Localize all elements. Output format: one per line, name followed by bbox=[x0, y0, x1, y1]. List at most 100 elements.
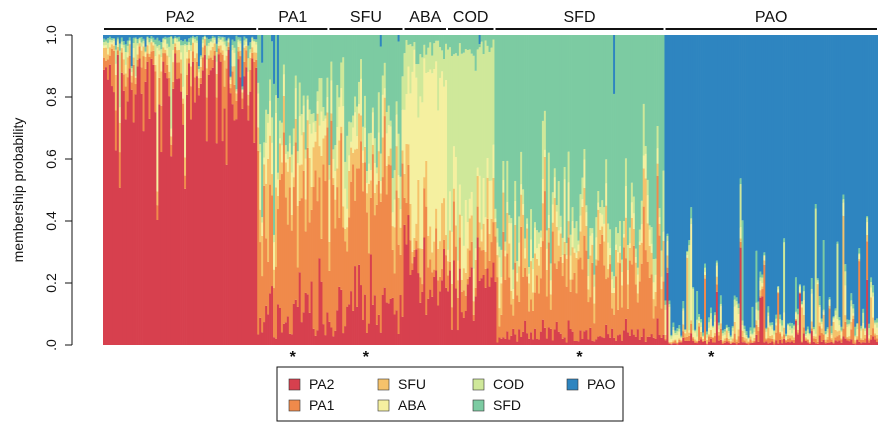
sample-bar-segment bbox=[642, 168, 646, 207]
sample-bar-segment bbox=[646, 223, 650, 262]
sample-bar-segment bbox=[494, 222, 497, 237]
sample-bar-segment bbox=[310, 209, 313, 282]
sample-bar-segment bbox=[539, 237, 543, 247]
sample-bar-segment bbox=[472, 301, 476, 315]
sample-bar-segment bbox=[350, 181, 353, 292]
sample-bar-segment bbox=[743, 340, 746, 343]
sample-bar-segment bbox=[595, 237, 598, 260]
sample-bar-segment bbox=[336, 126, 339, 169]
sample-bar-segment bbox=[413, 42, 416, 50]
sample-bar-segment bbox=[753, 327, 756, 329]
sample-bar-segment bbox=[379, 193, 383, 202]
sample-bar-segment bbox=[178, 50, 181, 63]
sample-bar-segment bbox=[777, 286, 780, 290]
sample-bar-segment bbox=[779, 323, 782, 333]
sample-bar-segment bbox=[498, 257, 501, 309]
sample-bar-segment bbox=[243, 35, 246, 37]
sample-bar-segment bbox=[393, 227, 396, 274]
y-axis: .00.20.40.60.81.0 bbox=[43, 25, 73, 351]
sample-bar-segment bbox=[763, 264, 766, 343]
sample-bar-segment bbox=[852, 304, 855, 309]
sample-bar-segment bbox=[792, 325, 796, 330]
sample-bar-segment bbox=[824, 334, 827, 340]
sample-bar-segment bbox=[413, 249, 416, 257]
sample-bar-segment bbox=[371, 304, 375, 345]
sample-bar-segment bbox=[292, 177, 296, 188]
sample-bar-segment bbox=[846, 326, 849, 337]
sample-bar-segment bbox=[733, 333, 737, 343]
sample-bar-segment bbox=[184, 44, 187, 46]
sample-bar-segment bbox=[221, 54, 224, 142]
sample-bar-segment bbox=[526, 228, 529, 277]
sample-bar-segment bbox=[652, 299, 655, 319]
sample-bar-segment bbox=[247, 120, 250, 345]
sample-bar-segment bbox=[581, 199, 584, 207]
sample-bar-segment bbox=[717, 322, 721, 326]
sample-bar-segment bbox=[700, 337, 703, 340]
sample-bar-segment bbox=[676, 35, 679, 329]
sample-bar-segment bbox=[508, 223, 511, 244]
sample-bar-segment bbox=[864, 327, 867, 329]
sample-bar-segment bbox=[395, 35, 398, 102]
sample-bar-segment bbox=[644, 250, 648, 342]
sample-bar-segment bbox=[810, 328, 814, 332]
sample-bar-segment bbox=[336, 85, 339, 127]
sample-bar-segment bbox=[613, 35, 616, 94]
sample-bar-segment bbox=[306, 95, 309, 100]
sample-bar-segment bbox=[239, 40, 242, 44]
sample-bar-segment bbox=[379, 153, 383, 182]
sample-bar-segment bbox=[654, 258, 657, 275]
sample-bar-segment bbox=[152, 50, 155, 65]
sample-bar-segment bbox=[636, 293, 640, 303]
sample-bar-segment bbox=[775, 35, 778, 315]
sample-bar-segment bbox=[579, 257, 582, 331]
sample-bar-segment bbox=[666, 272, 669, 345]
sample-bar-segment bbox=[704, 274, 707, 279]
sample-bar-segment bbox=[367, 133, 371, 164]
sample-bar-segment bbox=[844, 321, 847, 339]
sample-bar-segment bbox=[496, 342, 499, 345]
sample-bar-segment bbox=[593, 35, 596, 275]
sample-bar-segment bbox=[383, 88, 387, 98]
sample-bar-segment bbox=[706, 337, 709, 340]
sample-bar-segment bbox=[358, 168, 361, 265]
sample-bar-segment bbox=[445, 287, 448, 345]
sample-bar-segment bbox=[106, 79, 110, 346]
sample-bar-segment bbox=[567, 35, 570, 152]
sample-bar-segment bbox=[654, 291, 657, 307]
sample-bar-segment bbox=[707, 35, 711, 318]
sample-bar-segment bbox=[142, 131, 145, 345]
sample-bar-segment bbox=[528, 338, 531, 345]
sample-bar-segment bbox=[721, 333, 725, 336]
sample-bar-segment bbox=[158, 54, 161, 78]
sample-bar-segment bbox=[569, 35, 572, 235]
sample-bar-segment bbox=[698, 322, 701, 327]
sample-bar-segment bbox=[648, 225, 651, 230]
sample-bar-segment bbox=[249, 91, 252, 346]
sample-bar-segment bbox=[806, 35, 810, 327]
sample-bar-segment bbox=[506, 160, 509, 203]
sample-bar-segment bbox=[690, 35, 693, 208]
sample-bar-segment bbox=[648, 245, 651, 278]
sample-bar-segment bbox=[166, 48, 169, 56]
sample-bar-segment bbox=[860, 325, 863, 329]
sample-bar-segment bbox=[557, 181, 561, 231]
sample-bar-segment bbox=[472, 320, 476, 345]
sample-bar-segment bbox=[312, 328, 315, 345]
sample-bar-segment bbox=[278, 120, 282, 139]
sample-bar-segment bbox=[504, 256, 507, 280]
sample-bar-segment bbox=[284, 197, 288, 323]
sample-bar-segment bbox=[112, 40, 116, 46]
sample-bar-segment bbox=[791, 35, 794, 324]
sample-bar-segment bbox=[330, 120, 333, 328]
sample-bar-segment bbox=[203, 55, 207, 345]
sample-bar-segment bbox=[486, 158, 489, 178]
sample-bar-segment bbox=[828, 308, 831, 343]
sample-bar-segment bbox=[433, 276, 436, 345]
sample-bar-segment bbox=[241, 35, 244, 87]
sample-bar-segment bbox=[581, 269, 584, 339]
sample-bar-segment bbox=[713, 35, 717, 313]
sample-bar-segment bbox=[836, 336, 839, 342]
sample-bar-segment bbox=[136, 59, 139, 67]
sample-bar-segment bbox=[294, 75, 298, 89]
